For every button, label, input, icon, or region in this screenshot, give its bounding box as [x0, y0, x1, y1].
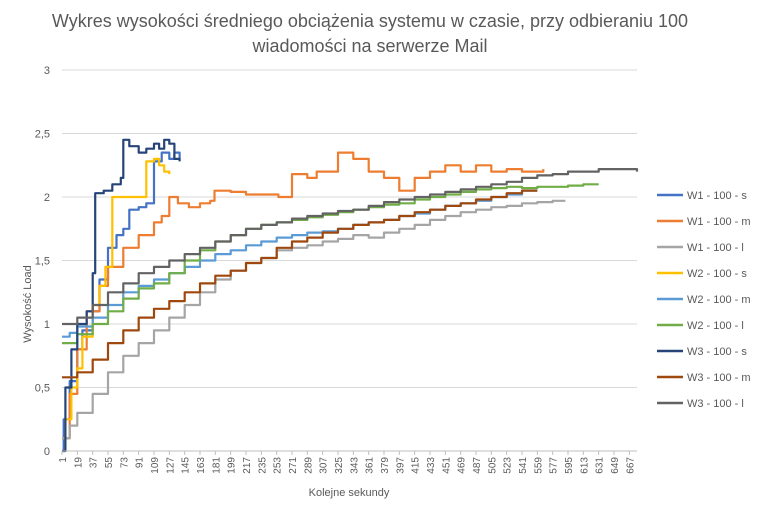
series-line [62, 138, 181, 453]
x-tick-label: 1 [58, 457, 69, 463]
x-tick-label: 505 [487, 457, 498, 474]
legend-label: W1 - 100 - m [687, 216, 751, 228]
x-tick-label: 415 [411, 457, 422, 474]
series-line [62, 157, 171, 453]
x-tick-label: 307 [319, 457, 330, 474]
series-line [62, 151, 545, 440]
x-tick-label: 91 [135, 457, 146, 469]
chart-title: Wykres wysokości średniego obciążenia sy… [51, 11, 689, 56]
legend-label: W3 - 100 - s [687, 346, 747, 358]
x-tick-label: 613 [579, 457, 590, 474]
y-tick-label: 2 [44, 192, 50, 204]
legend-label: W2 - 100 - s [687, 268, 747, 280]
x-tick-label: 199 [227, 457, 238, 474]
series-line [62, 168, 639, 326]
x-tick-label: 397 [395, 457, 406, 474]
x-tick-label: 19 [73, 457, 84, 469]
x-tick-label: 361 [365, 457, 376, 474]
x-tick-label: 109 [150, 457, 161, 474]
series-line [62, 199, 566, 440]
x-tick-label: 73 [119, 457, 130, 469]
x-tick-label: 577 [549, 457, 560, 474]
x-tick-label: 145 [181, 457, 192, 474]
x-tick-label: 649 [610, 457, 621, 474]
x-tick-label: 469 [457, 457, 468, 474]
x-tick-label: 271 [288, 457, 299, 474]
legend-label: W2 - 100 - m [687, 294, 751, 306]
legend-label: W1 - 100 - s [687, 190, 747, 202]
x-tick-label: 667 [625, 457, 636, 474]
y-tick-label: 3 [44, 65, 50, 77]
series-lines [62, 138, 639, 453]
x-tick-label: 289 [303, 457, 314, 474]
y-tick-label: 0,5 [35, 383, 50, 395]
series-line [62, 189, 538, 379]
gridlines [62, 69, 637, 388]
x-tick-label: 37 [89, 457, 100, 469]
legend-label: W2 - 100 - l [687, 320, 744, 332]
legend: W1 - 100 - s W1 - 100 - m W1 - 100 - l W2 -… [657, 190, 751, 410]
x-tick-label: 235 [257, 457, 268, 474]
x-tick-label: 181 [211, 457, 222, 474]
x-tick-label: 487 [472, 457, 483, 474]
x-tick-label: 217 [242, 457, 253, 474]
legend-label: W1 - 100 - l [687, 242, 744, 254]
y-tick-label: 2,5 [35, 129, 50, 141]
x-tick-label: 163 [196, 457, 207, 474]
y-tick-label: 1,5 [35, 256, 50, 268]
x-tick-label: 595 [564, 457, 575, 474]
x-tick-label: 451 [441, 457, 452, 474]
x-tick-label: 253 [273, 457, 284, 474]
x-tick-label: 343 [349, 457, 360, 474]
y-axis-title: Wysokość Load [22, 265, 34, 343]
x-axis-title: Kolejne sekundy [309, 487, 390, 499]
x-tick-label: 379 [380, 457, 391, 474]
x-tick-label: 559 [533, 457, 544, 474]
x-tick-label: 541 [518, 457, 529, 474]
x-tick-label: 325 [334, 457, 345, 474]
y-tick-label: 0 [44, 446, 50, 458]
x-tick-label: 523 [503, 457, 514, 474]
legend-label: W3 - 100 - l [687, 398, 744, 410]
legend-label: W3 - 100 - m [687, 372, 751, 384]
x-tick-label: 127 [165, 457, 176, 474]
y-tick-label: 1 [44, 319, 50, 331]
x-tick-label: 433 [426, 457, 437, 474]
axes: 0 0,5 1 1,5 2 2,5 3 1 19 37 55 73 91 109 127 145 163 181 1… [35, 65, 637, 474]
x-tick-label: 631 [595, 457, 606, 474]
x-tick-label: 55 [104, 457, 115, 469]
